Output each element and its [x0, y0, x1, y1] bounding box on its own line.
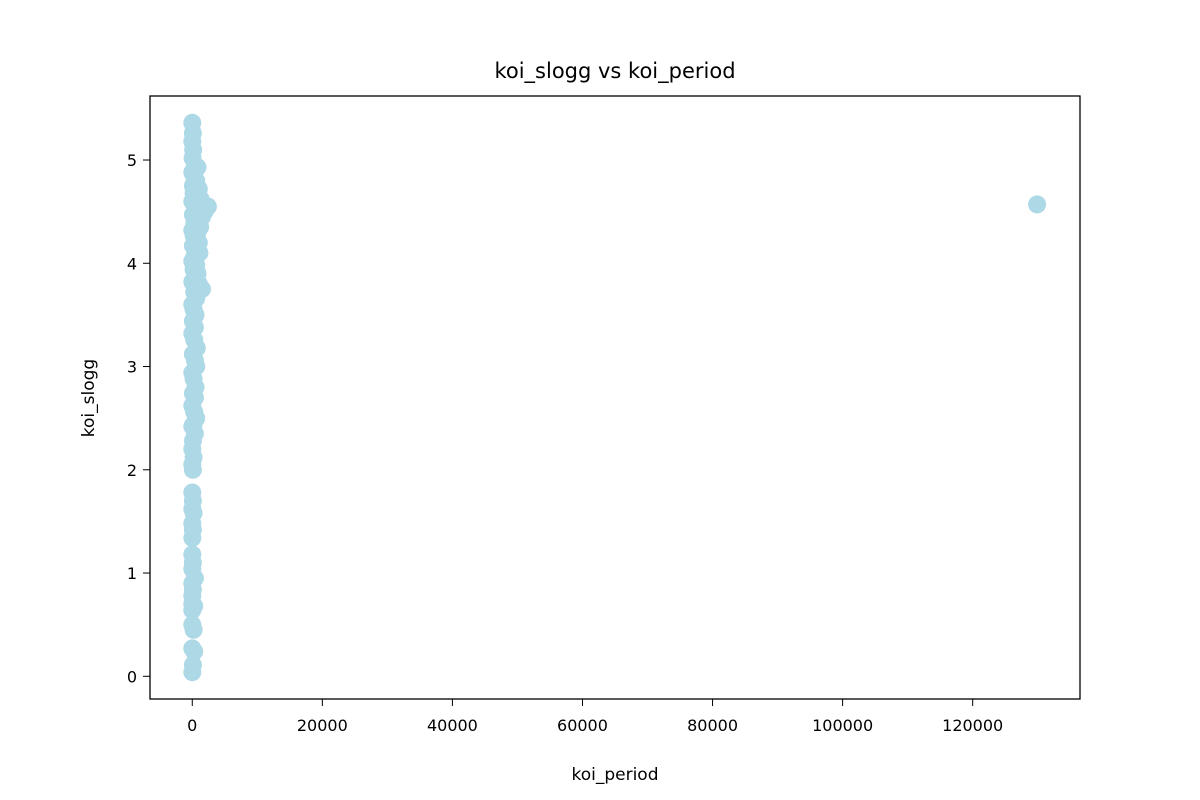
x-tick-label: 120000	[942, 716, 1003, 735]
y-axis-label: koi_slogg	[79, 359, 99, 437]
y-tick-label: 1	[127, 564, 137, 583]
chart-title: koi_slogg vs koi_period	[494, 59, 735, 84]
x-tick-label: 40000	[427, 716, 478, 735]
data-point	[185, 642, 204, 661]
x-tick-label: 20000	[297, 716, 348, 735]
data-points	[183, 113, 1047, 682]
x-tick-label: 0	[187, 716, 197, 735]
data-point	[183, 460, 202, 479]
x-tick-label: 80000	[687, 716, 738, 735]
y-tick-label: 2	[127, 461, 137, 480]
y-tick-label: 0	[127, 667, 137, 686]
x-tick-label: 60000	[557, 716, 608, 735]
plot-frame	[149, 95, 1081, 700]
y-axis-ticks: 0 1 2 3 4 5	[127, 151, 150, 686]
x-axis-ticks: 0 20000 40000 60000 80000 100000 120000	[187, 699, 1003, 735]
data-point	[183, 601, 202, 620]
x-tick-label: 100000	[812, 716, 873, 735]
y-tick-label: 4	[127, 254, 137, 273]
data-point	[183, 528, 202, 547]
y-tick-label: 3	[127, 358, 137, 377]
data-point	[1028, 195, 1047, 214]
y-tick-label: 5	[127, 151, 137, 170]
x-axis-label: koi_period	[571, 765, 658, 785]
data-point	[183, 663, 202, 682]
data-point	[184, 620, 203, 639]
